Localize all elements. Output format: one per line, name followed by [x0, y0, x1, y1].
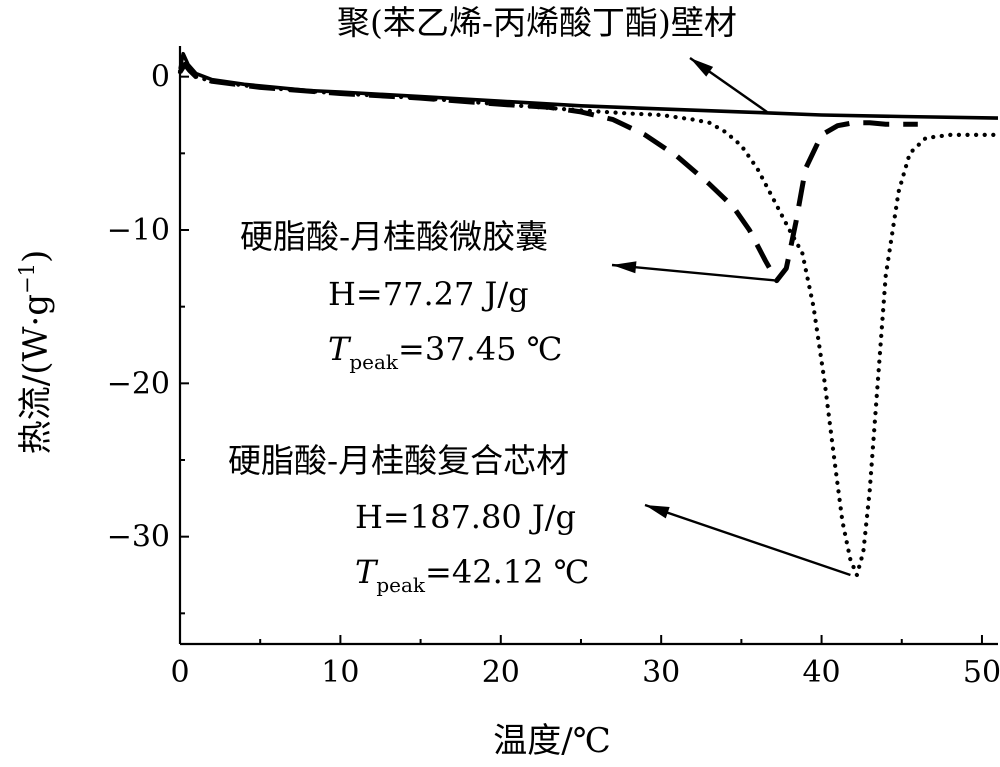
- microcapsule-tpeak: Tpeak=37.45 ℃: [328, 330, 562, 374]
- y-axis-title: 热流/(W·g−1): [15, 250, 56, 454]
- x-tick-label: 50: [963, 655, 1000, 690]
- core-material-label: 硬脂酸-月桂酸复合芯材: [228, 441, 569, 480]
- y-axis-title-sup: −1: [15, 263, 39, 294]
- microcapsule-enthalpy: H=77.27 J/g: [328, 275, 529, 313]
- core-arrow: [644, 503, 851, 577]
- series-line-dotted: [177, 62, 1000, 578]
- microcapsule-label: 硬脂酸-月桂酸微胶囊: [240, 217, 548, 256]
- series-line-solid: [178, 51, 999, 120]
- y-tick-label: −30: [107, 520, 170, 555]
- x-tick-label: 20: [482, 655, 520, 690]
- axis-ticks: 0 10 20 30 40 50 0 −10 −20 −30: [107, 60, 1000, 690]
- y-axis-title-main: 热流/(W·g: [16, 294, 56, 454]
- core-tpeak-sub: peak: [376, 573, 426, 597]
- x-tick-label: 10: [321, 655, 359, 690]
- y-tick-label: −10: [107, 213, 170, 248]
- microcapsule-tpeak-symbol: T: [328, 330, 352, 368]
- y-tick-label: 0: [151, 60, 170, 95]
- x-tick-label: 40: [802, 655, 840, 690]
- x-tick-label: 0: [170, 655, 189, 690]
- x-tick-label: 30: [642, 655, 680, 690]
- wall-material-label: 聚(苯乙烯-丙烯酸丁酯)壁材: [337, 3, 737, 42]
- x-axis-title: 温度/℃: [493, 721, 611, 761]
- core-enthalpy: H=187.80 J/g: [355, 498, 576, 536]
- series-line-dashed: [177, 61, 918, 284]
- y-tick-label: −20: [107, 366, 170, 401]
- core-tpeak-symbol: T: [355, 553, 379, 591]
- microcapsule-tpeak-value: =37.45 ℃: [398, 330, 562, 368]
- wall-arrow: [689, 57, 768, 113]
- y-axis-title-close: ): [16, 250, 56, 263]
- microcapsule-arrow: [611, 261, 777, 282]
- core-tpeak: Tpeak=42.12 ℃: [355, 553, 589, 597]
- core-tpeak-value: =42.12 ℃: [425, 553, 589, 591]
- series-layer: [177, 51, 1000, 578]
- microcapsule-tpeak-sub: peak: [349, 350, 399, 374]
- annotation-arrows: [611, 57, 851, 577]
